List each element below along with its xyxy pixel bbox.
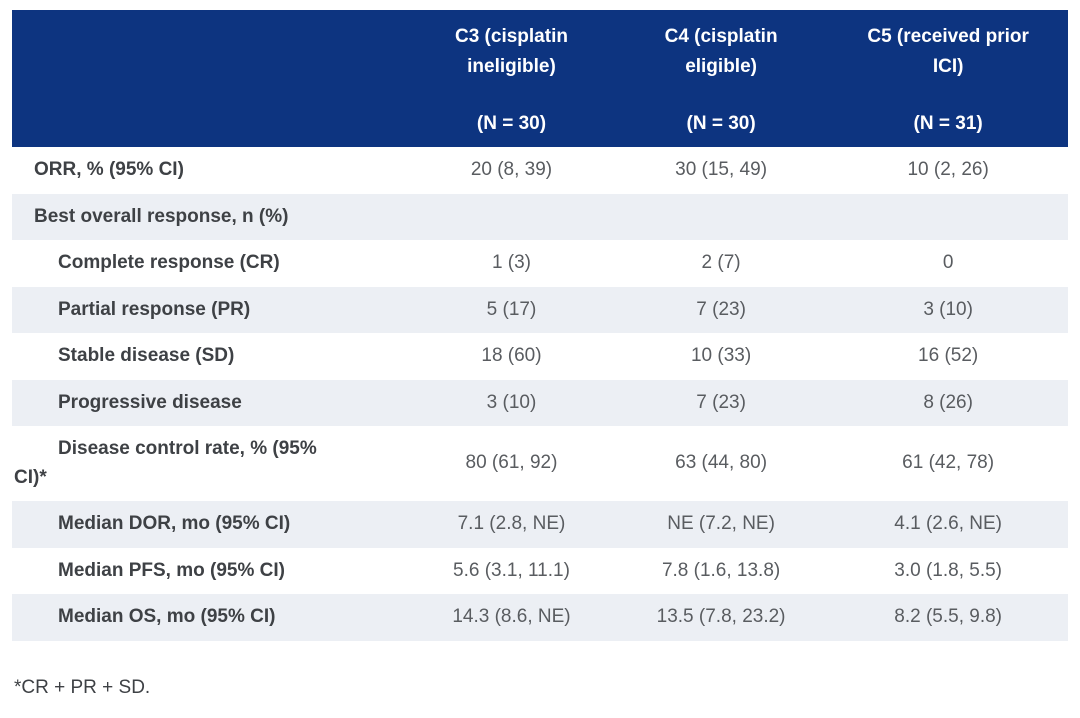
column-header-c3: C3 (cisplatin ineligible) (N = 30) — [409, 10, 614, 147]
row-label: Stable disease (SD) — [58, 345, 235, 366]
row-label: Median PFS, mo (95% CI) — [58, 559, 285, 581]
cell-value: 5 (17) — [486, 298, 537, 320]
cell-value: NE (7.2, NE) — [667, 513, 775, 534]
cell-value: 1 (3) — [491, 252, 532, 273]
column-header-c5: C5 (received prior ICI) (N = 31) — [828, 10, 1068, 147]
cell-value: 63 (44, 80) — [675, 452, 768, 474]
table-row-median-pfs: Median PFS, mo (95% CI) 5.6 (3.1, 11.1) … — [12, 548, 1068, 595]
table-row-orr: ORR, % (95% CI) 20 (8, 39) 30 (15, 49) 1… — [12, 147, 1068, 194]
column-n-c4: (N = 30) — [686, 112, 756, 134]
results-table: C3 (cisplatin ineligible) (N = 30) C4 (c… — [12, 10, 1068, 641]
table-row-median-dor: Median DOR, mo (95% CI) 7.1 (2.8, NE) NE… — [12, 501, 1068, 548]
cell-value: 10 (33) — [690, 345, 752, 366]
cell-value: 14.3 (8.6, NE) — [452, 606, 571, 627]
table-row-median-os: Median OS, mo (95% CI) 14.3 (8.6, NE) 13… — [12, 594, 1068, 641]
header-corner-cell — [12, 10, 410, 147]
cell-value: 7 (23) — [696, 391, 746, 413]
table-row-best-overall-response: Best overall response, n (%) — [12, 193, 1068, 241]
cell-value: 3.0 (1.8, 5.5) — [894, 559, 1002, 581]
cell-value: 4.1 (2.6, NE) — [894, 513, 1002, 534]
row-label: Progressive disease — [58, 391, 242, 413]
column-n-c5: (N = 31) — [913, 112, 983, 134]
column-title-c5: C5 (received prior ICI) — [867, 26, 1029, 78]
cell-value: 8.2 (5.5, 9.8) — [894, 606, 1002, 627]
cell-value: 7.1 (2.8, NE) — [457, 513, 566, 534]
cell-value: 18 (60) — [481, 345, 542, 366]
cell-value: 2 (7) — [701, 252, 741, 273]
table-row-complete-response: Complete response (CR) 1 (3) 2 (7) 0 — [12, 240, 1068, 287]
page: C3 (cisplatin ineligible) (N = 30) C4 (c… — [12, 10, 1068, 698]
cell-value: 61 (42, 78) — [902, 452, 995, 474]
cell-value — [614, 194, 828, 241]
row-label: Median DOR, mo (95% CI) — [58, 513, 291, 534]
column-title-c4: C4 (cisplatin eligible) — [664, 26, 778, 78]
cell-value — [828, 194, 1068, 241]
cell-value: 80 (61, 92) — [465, 452, 558, 474]
header-row: C3 (cisplatin ineligible) (N = 30) C4 (c… — [12, 10, 1068, 147]
row-label: Partial response (PR) — [58, 298, 251, 320]
row-label: ORR, % (95% CI) — [34, 159, 184, 180]
cell-value: 3 (10) — [923, 298, 973, 320]
table-row-stable-disease: Stable disease (SD) 18 (60) 10 (33) 16 (… — [12, 333, 1068, 380]
cell-value: 0 — [942, 252, 954, 273]
cell-value: 3 (10) — [486, 391, 537, 413]
cell-value: 5.6 (3.1, 11.1) — [453, 559, 570, 581]
cell-value: 20 (8, 39) — [470, 159, 553, 180]
table-row-partial-response: Partial response (PR) 5 (17) 7 (23) 3 (1… — [12, 286, 1068, 333]
column-header-c4: C4 (cisplatin eligible) (N = 30) — [613, 10, 829, 147]
cell-value: 10 (2, 26) — [907, 159, 989, 180]
cell-value: 16 (52) — [918, 345, 979, 366]
column-n-c3: (N = 30) — [476, 112, 547, 134]
cell-value: 7 (23) — [696, 298, 746, 320]
footnote: *CR + PR + SD. — [14, 676, 151, 698]
row-label: Complete response (CR) — [58, 252, 280, 273]
cell-value — [409, 194, 614, 241]
cell-value: 8 (26) — [923, 391, 973, 413]
cell-value: 30 (15, 49) — [675, 159, 768, 180]
cell-value: 7.8 (1.6, 13.8) — [661, 559, 781, 581]
row-label: Best overall response, n (%) — [34, 205, 289, 227]
column-title-c3: C3 (cisplatin ineligible) — [454, 26, 568, 78]
row-label: Median OS, mo (95% CI) — [58, 606, 276, 627]
cell-value: 13.5 (7.8, 23.2) — [656, 606, 786, 627]
row-label: Disease control rate, % (95% CI)* — [14, 438, 317, 488]
table-row-disease-control-rate: Disease control rate, % (95% CI)* 80 (61… — [12, 426, 1068, 501]
table-row-progressive-disease: Progressive disease 3 (10) 7 (23) 8 (26) — [12, 379, 1068, 426]
